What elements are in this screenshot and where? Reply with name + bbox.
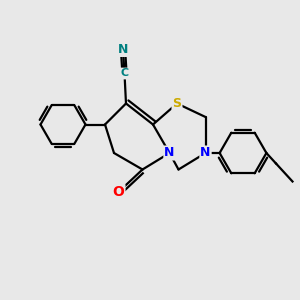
- Text: S: S: [172, 97, 182, 110]
- Text: N: N: [118, 43, 128, 56]
- Text: O: O: [112, 185, 124, 199]
- Text: N: N: [200, 146, 211, 160]
- Text: N: N: [164, 146, 175, 160]
- Text: C: C: [120, 68, 129, 79]
